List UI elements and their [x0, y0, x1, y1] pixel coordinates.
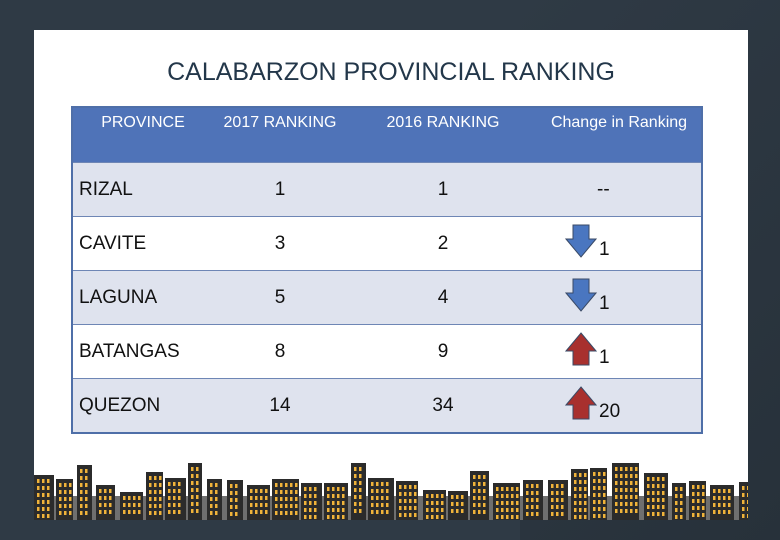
slide: CALABARZON PROVINCIAL RANKING PROVINCE 2… — [34, 30, 748, 520]
rank-2016-cell: 4 — [349, 270, 537, 325]
arrow-up-icon — [565, 385, 597, 421]
rank-2016-cell: 2 — [349, 216, 537, 271]
rank-2016-cell: 1 — [349, 162, 537, 217]
rank-2017-cell: 1 — [211, 162, 349, 217]
province-cell: RIZAL — [72, 162, 211, 217]
arrow-up-icon — [565, 331, 597, 367]
rank-2017-cell: 5 — [211, 270, 349, 325]
change-cell: 20 — [537, 378, 702, 433]
change-cell: 1 — [537, 216, 702, 271]
change-value: 20 — [599, 401, 621, 422]
province-cell: QUEZON — [72, 378, 211, 433]
change-value: 1 — [599, 347, 610, 368]
rank-2017-cell: 8 — [211, 324, 349, 379]
table-header-row: PROVINCE 2017 RANKING 2016 RANKING Chang… — [72, 107, 702, 163]
arrow-down-icon — [565, 277, 597, 313]
province-cell: LAGUNA — [72, 270, 211, 325]
table-row: BATANGAS 8 9 1 — [72, 324, 702, 379]
change-cell: 1 — [537, 324, 702, 379]
rank-2017-cell: 14 — [211, 378, 349, 433]
change-value: 1 — [599, 293, 610, 314]
change-value: -- — [597, 179, 610, 200]
rank-2017-cell: 3 — [211, 216, 349, 271]
header-rank-2017: 2017 RANKING — [211, 107, 349, 163]
table-row: QUEZON 14 34 20 — [72, 378, 702, 433]
change-cell: -- — [537, 162, 702, 217]
header-change: Change in Ranking — [537, 107, 702, 163]
table-row: CAVITE 3 2 1 — [72, 216, 702, 271]
header-province: PROVINCE — [72, 107, 211, 163]
table-body: RIZAL 1 1 -- CAVITE 3 2 1 LAGUNA 5 4 1 BATANGAS 8 9 1 QU… — [72, 162, 702, 433]
ranking-table: PROVINCE 2017 RANKING 2016 RANKING Chang… — [71, 106, 703, 434]
table-row: LAGUNA 5 4 1 — [72, 270, 702, 325]
rank-2016-cell: 34 — [349, 378, 537, 433]
rank-2016-cell: 9 — [349, 324, 537, 379]
header-rank-2016: 2016 RANKING — [349, 107, 537, 163]
city-skyline-decoration — [34, 463, 748, 520]
province-cell: CAVITE — [72, 216, 211, 271]
change-cell: 1 — [537, 270, 702, 325]
table-row: RIZAL 1 1 -- — [72, 162, 702, 217]
change-value: 1 — [599, 239, 610, 260]
arrow-down-icon — [565, 223, 597, 259]
slide-title: CALABARZON PROVINCIAL RANKING — [167, 58, 615, 86]
province-cell: BATANGAS — [72, 324, 211, 379]
